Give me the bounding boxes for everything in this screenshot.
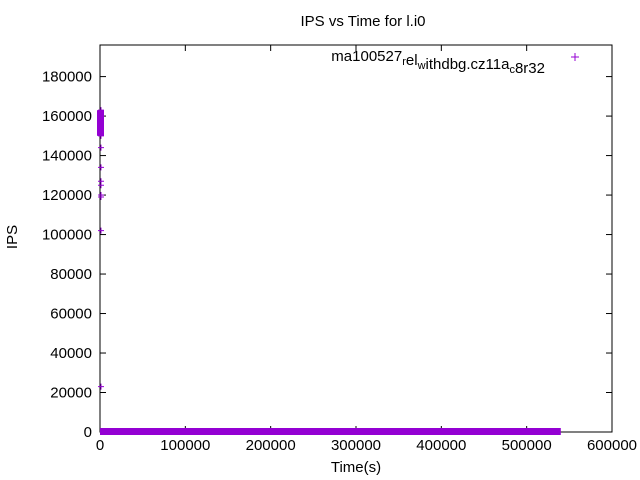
- data-point: [98, 383, 104, 390]
- data-point: [98, 192, 104, 199]
- y-tick-label: 160000: [42, 108, 92, 125]
- y-tick-label: 0: [84, 424, 92, 441]
- y-tick-label: 80000: [50, 266, 92, 283]
- y-tick-label: 60000: [50, 306, 92, 323]
- axes-group: 0 20000 40000 60000 80000 100000 120000 140000 1…: [42, 44, 637, 454]
- x-tick-label: 300000: [331, 437, 381, 454]
- data-point: [98, 227, 104, 234]
- x-tick-label: 200000: [246, 437, 296, 454]
- legend: ma100527relwithdbg.cz11ac8r32: [331, 48, 579, 77]
- x-tick-label: 100000: [160, 437, 210, 454]
- x-tick-label: 500000: [502, 437, 552, 454]
- x-tick-label: 0: [96, 437, 104, 454]
- y-tick-label: 140000: [42, 148, 92, 165]
- legend-label: ma100527relwithdbg.cz11ac8r32: [331, 48, 545, 77]
- legend-marker: [571, 53, 579, 61]
- y-tick-label: 120000: [42, 187, 92, 204]
- y-tick-label: 20000: [50, 385, 92, 402]
- data-band-baseline: [100, 428, 561, 435]
- y-tick-label: 100000: [42, 227, 92, 244]
- plot-area: [97, 107, 561, 435]
- chart-title: IPS vs Time for l.i0: [300, 13, 425, 30]
- x-tick-label: 600000: [587, 437, 637, 454]
- x-axis-label: Time(s): [331, 459, 381, 476]
- y-tick-label: 180000: [42, 69, 92, 86]
- y-axis-label: IPS: [4, 225, 21, 249]
- data-point: [98, 164, 104, 171]
- plot-frame: [99, 44, 613, 433]
- x-tick-label: 400000: [416, 437, 466, 454]
- data-point: [98, 178, 104, 185]
- y-tick-label: 40000: [50, 345, 92, 362]
- data-cluster: [97, 110, 104, 136]
- data-point: [98, 144, 104, 151]
